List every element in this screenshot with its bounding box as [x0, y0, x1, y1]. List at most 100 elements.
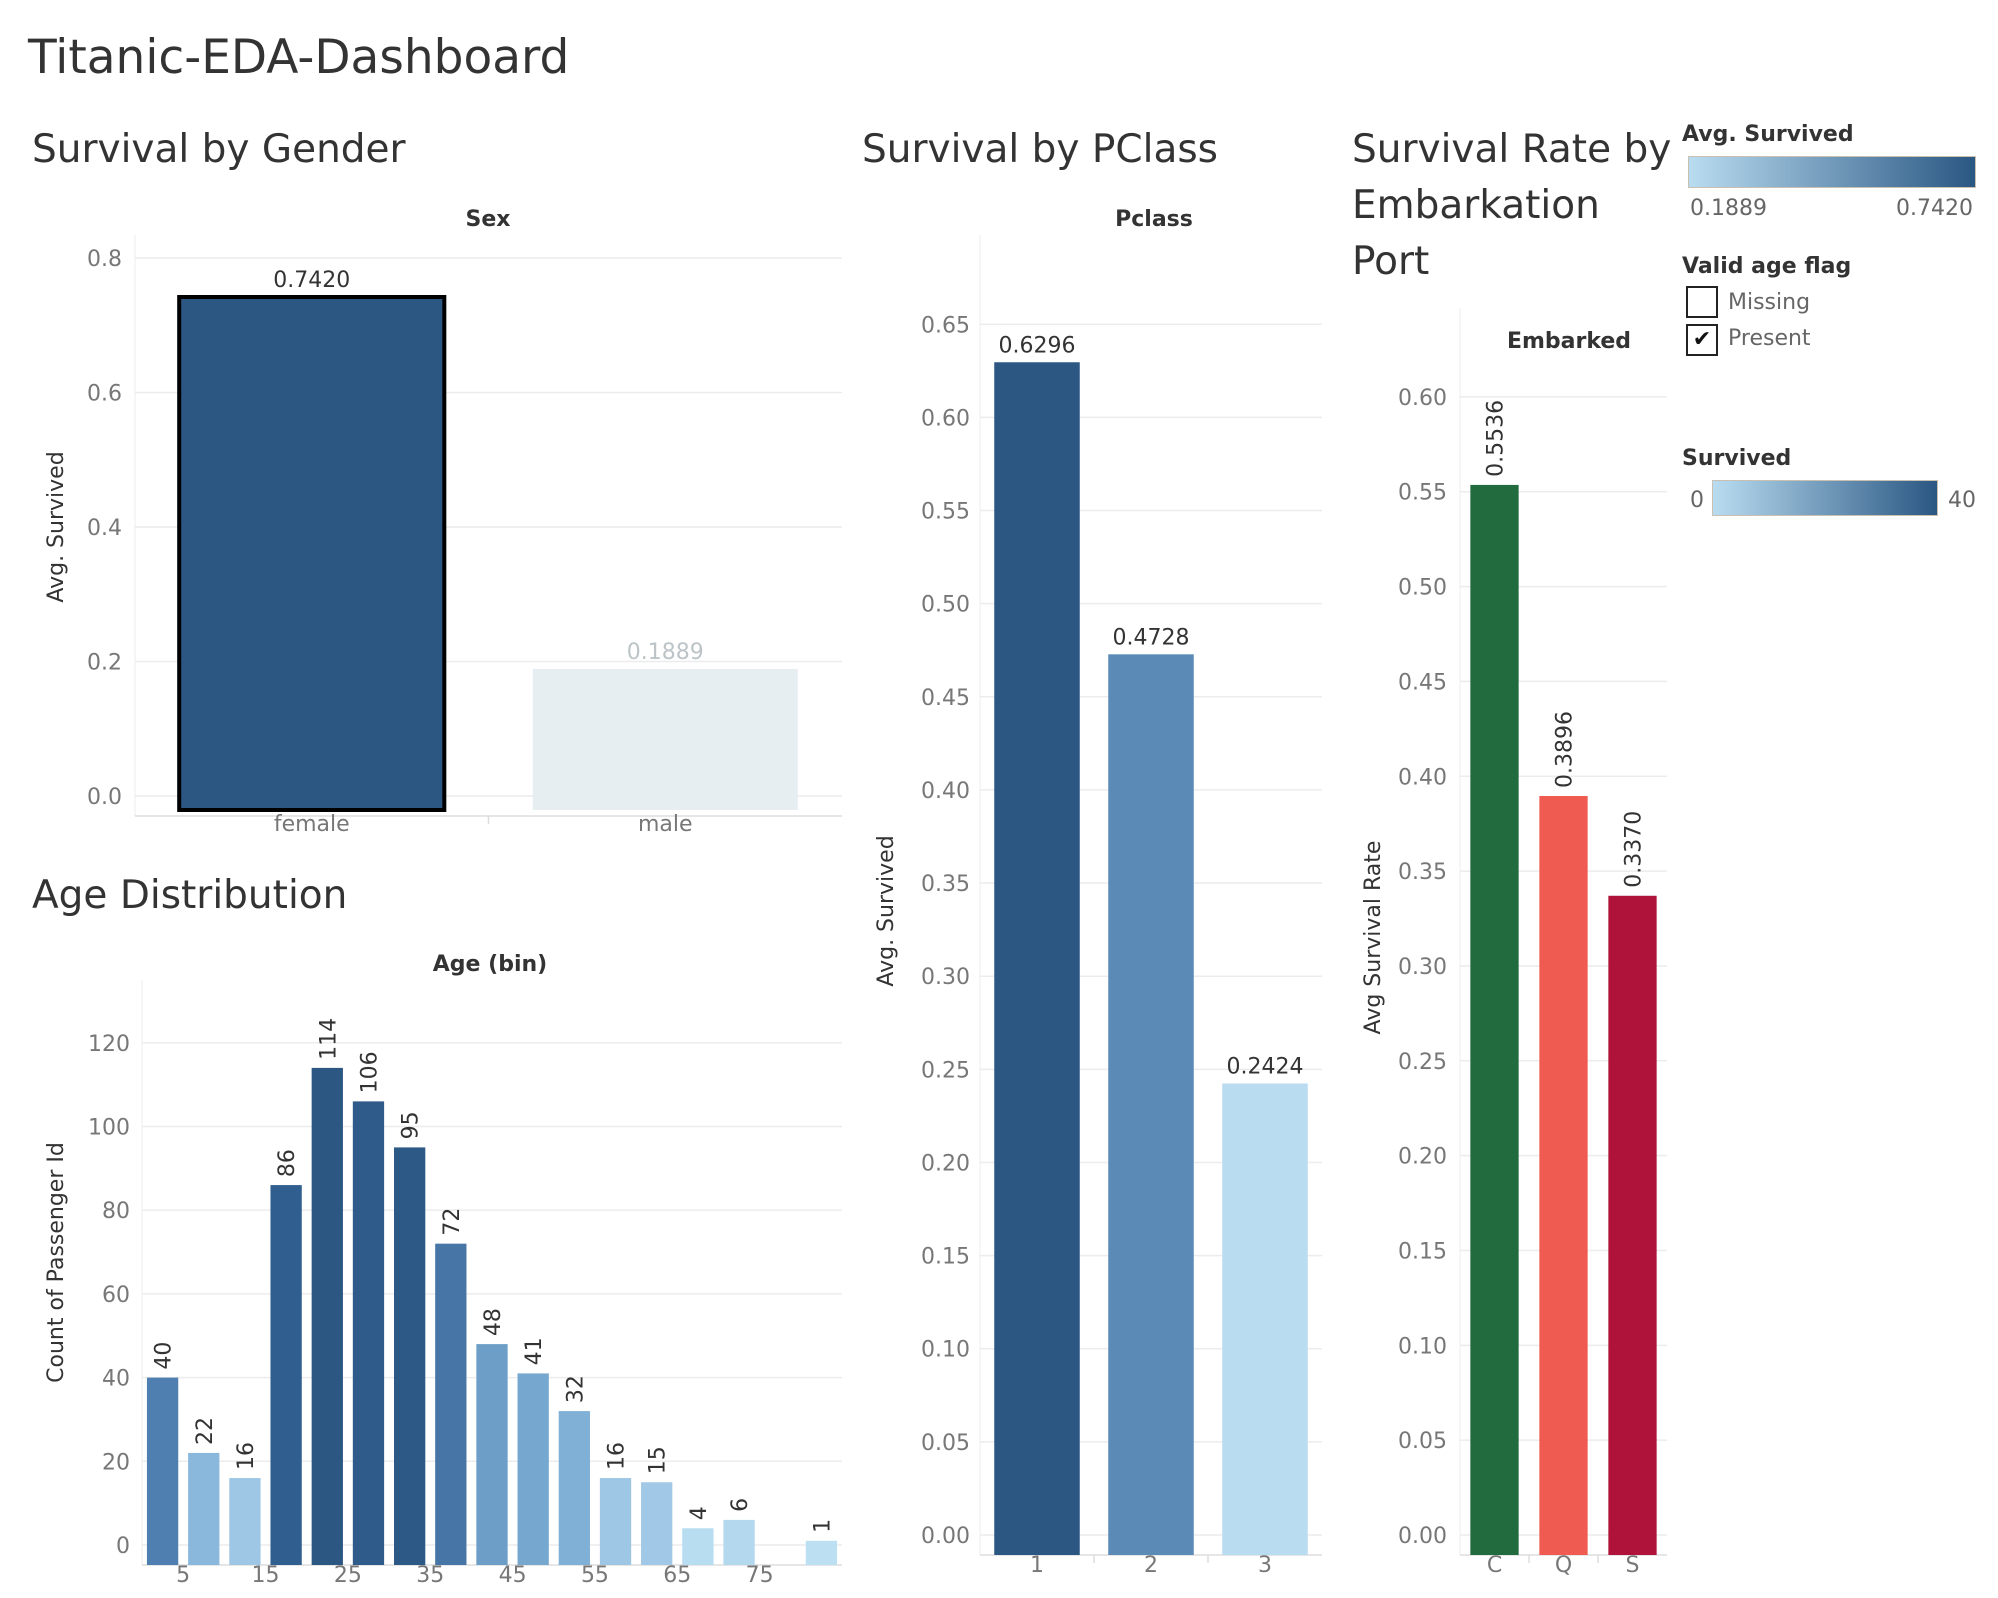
y-tick-label: 0.20: [921, 1151, 970, 1176]
value-label: 4: [687, 1506, 712, 1520]
bar: [229, 1478, 261, 1565]
legend-avg-survived-ramp[interactable]: [1688, 156, 1976, 188]
bar: [311, 1067, 343, 1565]
x-category-label: female: [274, 812, 350, 837]
x-tick-label: 75: [746, 1563, 774, 1588]
y-tick-label: 0.45: [921, 686, 970, 711]
y-tick-label: 0.30: [921, 965, 970, 990]
y-tick-label: 0.40: [921, 779, 970, 804]
y-tick-label: 60: [102, 1283, 130, 1308]
legend-item-missing[interactable]: Missing: [1728, 290, 1811, 315]
chart-age-distribution[interactable]: Age (bin) 0 20 40 60 80 100 120 Count of Passeng…: [30, 940, 850, 1590]
legend-valid-age-flag-title: Valid age flag: [1682, 254, 1852, 279]
bar: [532, 668, 798, 810]
checkbox-present[interactable]: ✔: [1686, 324, 1718, 356]
value-label: 22: [193, 1417, 218, 1445]
y-tick-label: 0.35: [1398, 860, 1447, 885]
y-axis-title: Count of Passenger Id: [44, 1142, 69, 1383]
bar: [1608, 895, 1657, 1555]
y-tick-label: 0.30: [1398, 955, 1447, 980]
bar: [1222, 1083, 1308, 1555]
legend-survived-max: 40: [1948, 488, 1976, 513]
y-tick-label: 0.15: [1398, 1239, 1447, 1264]
value-label: 15: [646, 1446, 671, 1474]
y-tick-label: 0.8: [87, 247, 122, 272]
x-category-label: 1: [1030, 1553, 1044, 1578]
y-tick-label: 100: [88, 1115, 130, 1140]
legend-survived-ramp[interactable]: [1712, 480, 1938, 516]
sheet-title-embarked-line-2: Embarkation: [1352, 183, 1600, 228]
sheet-title-pclass: Survival by PClass: [862, 127, 1218, 172]
sheet-title-embarked-line-1: Survival Rate by: [1352, 127, 1672, 172]
bar: [476, 1344, 508, 1565]
chart-survival-by-pclass[interactable]: Pclass 0.00 0.05 0.10 0.15 0.20 0.25 0.30 0.35 0.…: [860, 195, 1340, 1590]
value-label: 0.3370: [1622, 811, 1647, 888]
value-label: 72: [440, 1208, 465, 1236]
value-label: 0.6296: [999, 333, 1076, 358]
checkbox-missing[interactable]: [1686, 286, 1718, 318]
value-label: 40: [152, 1342, 177, 1370]
bar: [270, 1185, 302, 1565]
value-label: 16: [234, 1442, 259, 1470]
value-label: 0.7420: [273, 268, 350, 293]
y-tick-label: 0.55: [921, 500, 970, 525]
legend-survived-min: 0: [1690, 488, 1704, 513]
value-label: 86: [275, 1149, 300, 1177]
y-tick-label: 0.00: [921, 1524, 970, 1549]
legend-item-present[interactable]: Present: [1728, 326, 1811, 351]
bar: [188, 1452, 220, 1565]
bar: [994, 362, 1080, 1555]
value-label: 0.4728: [1113, 625, 1190, 650]
y-tick-label: 0: [116, 1534, 130, 1559]
y-tick-label: 0.40: [1398, 765, 1447, 790]
value-label: 1: [810, 1519, 835, 1533]
value-label: 41: [522, 1337, 547, 1365]
value-label: 32: [563, 1375, 588, 1403]
y-tick-label: 0.0: [87, 785, 122, 810]
x-tick-label: 15: [252, 1563, 280, 1588]
x-category-label: S: [1626, 1553, 1640, 1578]
y-tick-label: 0.60: [921, 406, 970, 431]
x-tick-label: 35: [416, 1563, 444, 1588]
x-tick-label: 5: [176, 1563, 190, 1588]
value-label: 106: [357, 1051, 382, 1093]
y-tick-label: 20: [102, 1450, 130, 1475]
y-tick-label: 80: [102, 1199, 130, 1224]
column-header: Age (bin): [433, 952, 547, 977]
bar: [517, 1373, 549, 1565]
column-header: Sex: [466, 207, 511, 232]
value-label: 0.2424: [1227, 1054, 1304, 1079]
value-label: 48: [481, 1308, 506, 1336]
checkmark-icon: ✔: [1692, 327, 1712, 352]
bar: [1108, 654, 1194, 1555]
chart-survival-by-embarked[interactable]: Embarked 0.00 0.05 0.10 0.15 0.20 0.25 0.30 0.35…: [1355, 308, 1675, 1590]
value-label: 95: [399, 1111, 424, 1139]
sheet-title-embarked-line-3: Port: [1352, 239, 1430, 284]
bar: [641, 1482, 673, 1565]
x-tick-label: 25: [334, 1563, 362, 1588]
bar: [805, 1540, 838, 1565]
y-tick-label: 0.25: [1398, 1050, 1447, 1075]
y-tick-label: 0.15: [921, 1245, 970, 1270]
y-tick-label: 0.00: [1398, 1524, 1447, 1549]
bar: [558, 1411, 590, 1565]
y-tick-label: 0.10: [1398, 1334, 1447, 1359]
y-tick-label: 0.4: [87, 516, 122, 541]
y-tick-label: 0.50: [921, 593, 970, 618]
y-tick-label: 0.20: [1398, 1145, 1447, 1170]
x-tick-label: 55: [581, 1563, 609, 1588]
chart-survival-by-gender[interactable]: Sex 0.0 0.2 0.4 0.6 0.8 Avg. Survived 0.7420 fem…: [30, 195, 850, 855]
x-category-label: 2: [1144, 1553, 1158, 1578]
bar: [1470, 484, 1519, 1555]
value-label: 0.5536: [1484, 400, 1509, 477]
y-tick-label: 40: [102, 1367, 130, 1392]
x-category-label: 3: [1258, 1553, 1272, 1578]
dashboard-title: Titanic-EDA-Dashboard: [28, 30, 570, 85]
y-tick-label: 0.45: [1398, 670, 1447, 695]
value-label: 16: [605, 1442, 630, 1470]
y-tick-label: 0.05: [1398, 1429, 1447, 1454]
y-tick-label: 0.35: [921, 872, 970, 897]
legend-avg-survived-min: 0.1889: [1690, 196, 1767, 221]
column-header: Embarked: [1507, 329, 1631, 354]
bar: [177, 295, 447, 812]
